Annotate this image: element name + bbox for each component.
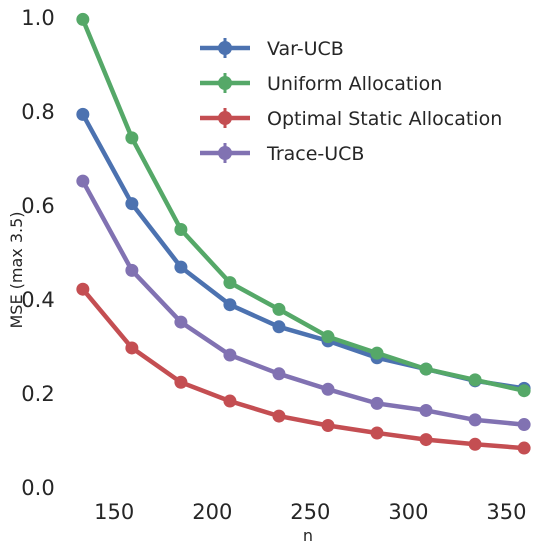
data-point (174, 315, 188, 329)
y-tick-label: 0.6 (21, 194, 54, 218)
legend-item: Uniform Allocation (200, 73, 442, 95)
data-point (272, 409, 286, 423)
legend-label: Trace-UCB (266, 143, 364, 165)
x-axis-ticks: 150 200 250 300 350 (94, 500, 526, 524)
legend-marker (218, 111, 232, 125)
data-point (125, 131, 139, 145)
data-point (125, 341, 139, 355)
series-uniform-allocation (76, 12, 531, 398)
legend-marker (218, 41, 232, 55)
series-line (80, 178, 527, 427)
data-point (419, 362, 433, 376)
data-point (223, 276, 237, 290)
legend-label: Uniform Allocation (267, 73, 442, 95)
data-point (223, 394, 237, 408)
data-point (419, 433, 433, 447)
data-point (321, 382, 335, 396)
data-point (468, 373, 482, 387)
data-point (419, 403, 433, 417)
legend-marker (218, 76, 232, 90)
data-point (370, 396, 384, 410)
data-point (223, 298, 237, 312)
data-point (517, 418, 531, 432)
series-line (80, 17, 527, 393)
series-optimal-static-allocation (76, 282, 531, 455)
legend: Var-UCB Uniform Allocation Optimal Static … (200, 38, 502, 165)
data-point (174, 223, 188, 236)
legend-item: Var-UCB (200, 38, 344, 60)
legend-label: Var-UCB (267, 38, 344, 60)
legend-marker (218, 146, 232, 160)
series-line (80, 286, 527, 451)
data-point (174, 375, 188, 389)
data-point (468, 413, 482, 427)
data-point (76, 282, 90, 296)
data-point (272, 367, 286, 381)
x-axis-label: n (303, 526, 313, 545)
data-point (125, 263, 139, 277)
y-tick-label: 0.2 (21, 382, 54, 406)
data-point (223, 348, 237, 362)
data-point (517, 441, 531, 455)
data-point (370, 346, 384, 360)
y-tick-label: 1.0 (21, 6, 54, 30)
x-tick-label: 250 (290, 500, 330, 524)
legend-label: Optimal Static Allocation (267, 108, 502, 130)
x-tick-label: 350 (486, 500, 526, 524)
data-point (321, 330, 335, 344)
data-point (76, 174, 90, 188)
data-point (76, 107, 90, 121)
legend-item: Optimal Static Allocation (200, 108, 502, 130)
x-tick-label: 300 (388, 500, 428, 524)
y-tick-label: 0.0 (21, 476, 54, 500)
data-point (468, 437, 482, 451)
data-point (76, 12, 90, 26)
data-point (272, 320, 286, 334)
data-point (174, 260, 188, 274)
legend-item: Trace-UCB (200, 143, 364, 165)
data-point (321, 418, 335, 432)
x-tick-label: 200 (192, 500, 232, 524)
data-point (272, 302, 286, 316)
data-point (125, 197, 139, 211)
x-tick-label: 150 (94, 500, 134, 524)
y-tick-label: 0.8 (21, 100, 54, 124)
data-point (517, 384, 531, 398)
series-trace-ucb (76, 174, 531, 432)
y-axis-label: MSE (max 3.5) (7, 211, 26, 328)
y-axis-ticks: 0.0 0.2 0.4 0.6 0.8 1.0 (21, 6, 54, 500)
y-tick-label: 0.4 (21, 288, 54, 312)
data-point (370, 426, 384, 440)
series-layer (76, 12, 531, 455)
